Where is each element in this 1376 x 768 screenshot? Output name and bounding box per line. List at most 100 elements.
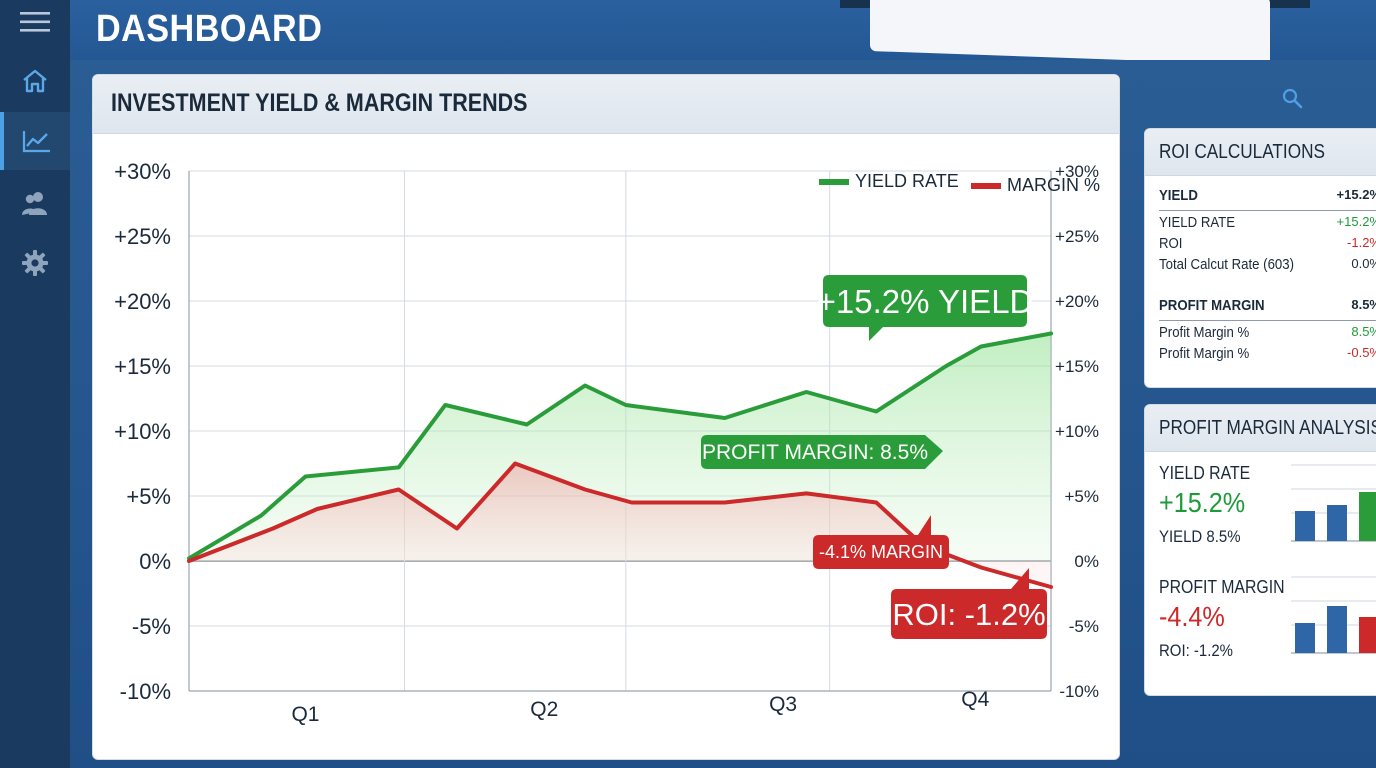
search-icon	[1282, 88, 1303, 109]
yield-rate-value: +15.2%	[1159, 487, 1246, 518]
profit-margin-summary-row: PROFIT MARGIN 8.5%	[1159, 297, 1376, 317]
margin-callout-text: -4.1% MARGIN	[819, 542, 943, 562]
roi-row: ROI -1.2%	[1159, 235, 1376, 255]
mini-bar	[1359, 492, 1376, 541]
investment-trends-panel: INVESTMENT YIELD & MARGIN TRENDS +30% +25…	[92, 74, 1120, 760]
yield-rate-row: YIELD RATE +15.2%	[1159, 214, 1376, 234]
x-tick-label: Q1	[291, 703, 319, 726]
roi-panel-header: ROI CALCULATIONS	[1145, 129, 1376, 176]
margin-callout: -4.1% MARGIN	[813, 515, 949, 569]
y-tick-label-right: +15%	[1055, 357, 1099, 376]
mini-bar	[1295, 623, 1315, 653]
search-button[interactable]	[1282, 88, 1304, 115]
x-tick-label: Q4	[961, 688, 989, 711]
roi-callout-text: ROI: -1.2%	[892, 597, 1045, 632]
y-tick-label-left: +30%	[114, 159, 171, 184]
sidebar-item-analytics[interactable]	[0, 112, 70, 170]
y-tick-label-left: +5%	[126, 484, 171, 509]
row-label: Profit Margin %	[1159, 345, 1250, 362]
yield-callout-text: +15.2% YIELD	[817, 283, 1034, 320]
row-value: 0.0%	[1351, 256, 1376, 271]
roi-sub-value: ROI: -1.2%	[1159, 641, 1234, 660]
mini-bar	[1359, 617, 1376, 653]
y-tick-label-left: +25%	[114, 224, 171, 249]
yield-summary-label: YIELD	[1159, 187, 1198, 204]
mini-bar	[1327, 606, 1347, 653]
profit-margin-row: Profit Margin % -0.5%	[1159, 345, 1376, 365]
row-label: YIELD RATE	[1159, 214, 1236, 231]
row-value: 8.5%	[1351, 324, 1376, 339]
margin-mini-bar-chart	[1291, 576, 1376, 654]
panel-header: INVESTMENT YIELD & MARGIN TRENDS	[93, 75, 1119, 134]
y-axis-left: +30% +25% +20% +15% +10% +5% 0% -5% -10%	[114, 159, 171, 704]
legend-label: YIELD RATE	[855, 171, 959, 191]
roi-calculations-panel: ROI CALCULATIONS YIELD +15.2% YIELD RATE…	[1144, 128, 1376, 388]
profit-margin-label: PROFIT MARGIN	[1159, 577, 1285, 597]
trend-chart[interactable]: +30% +25% +20% +15% +10% +5% 0% -5% -10% +30% +25…	[93, 75, 1119, 759]
profit-margin-callout: PROFIT MARGIN: 8.5%	[701, 435, 943, 469]
y-tick-label-left: -10%	[120, 679, 171, 704]
profit-margin-row: Profit Margin % 8.5%	[1159, 324, 1376, 344]
sidebar-item-settings[interactable]	[0, 234, 70, 292]
y-tick-label-right: +5%	[1065, 487, 1100, 506]
panel-title: INVESTMENT YIELD & MARGIN TRENDS	[111, 89, 528, 117]
x-tick-label: Q2	[530, 698, 558, 721]
legend-swatch	[819, 179, 849, 185]
yield-callout: +15.2% YIELD	[817, 275, 1034, 341]
home-icon	[23, 69, 47, 93]
yield-summary-value: +15.2%	[1336, 187, 1376, 202]
divider	[1159, 210, 1376, 211]
yield-rate-label: YIELD RATE	[1159, 463, 1251, 483]
row-label: Total Calcut Rate (603)	[1159, 256, 1294, 273]
divider	[1159, 320, 1376, 321]
y-tick-label-right: +30%	[1055, 162, 1099, 181]
profit-margin-summary-value: 8.5%	[1351, 297, 1376, 312]
series-line	[187, 331, 1053, 561]
profit-margin-value: -4.4%	[1159, 601, 1225, 632]
page-title: DASHBOARD	[96, 8, 323, 50]
row-label: Profit Margin %	[1159, 324, 1250, 341]
users-icon	[22, 192, 47, 215]
sidebar-item-users[interactable]	[0, 174, 70, 232]
legend-label: MARGIN %	[1007, 175, 1100, 195]
y-tick-label-right: -5%	[1069, 617, 1099, 636]
profit-margin-summary-label: PROFIT MARGIN	[1159, 297, 1265, 314]
roi-callout: ROI: -1.2%	[891, 568, 1047, 639]
y-tick-label-right: +25%	[1055, 227, 1099, 246]
y-tick-label-right: +10%	[1055, 422, 1099, 441]
chart-legend: YIELD RATE MARGIN %	[819, 171, 1100, 195]
menu-button[interactable]	[0, 0, 70, 44]
x-axis: Q1 Q2 Q3 Q4	[291, 688, 989, 726]
y-axis-right: +30% +25% +20% +15% +10% +5% 0% -5% -10%	[1055, 162, 1099, 701]
menu-icon	[20, 12, 50, 32]
profit-margin-analysis-panel: PROFIT MARGIN ANALYSIS YIELD RATE +15.2%…	[1144, 404, 1376, 696]
chart-icon	[22, 131, 50, 153]
y-tick-label-left: +10%	[114, 419, 171, 444]
sidebar-item-home[interactable]	[0, 52, 70, 110]
profit-margin-callout-text: PROFIT MARGIN: 8.5%	[702, 441, 928, 464]
y-tick-label-right: 0%	[1074, 552, 1099, 571]
row-value: -1.2%	[1347, 235, 1376, 250]
yield-sub-value: YIELD 8.5%	[1159, 527, 1241, 546]
total-calc-rate-row: Total Calcut Rate (603) 0.0%	[1159, 256, 1376, 276]
yield-summary-row: YIELD +15.2%	[1159, 187, 1376, 207]
mini-bar	[1295, 511, 1315, 541]
pm-panel-title: PROFIT MARGIN ANALYSIS	[1159, 417, 1376, 439]
y-tick-label-left: +15%	[114, 354, 171, 379]
yield-mini-bar-chart	[1291, 464, 1376, 542]
y-tick-label-right: -10%	[1059, 682, 1099, 701]
y-tick-label-left: +20%	[114, 289, 171, 314]
y-tick-label-left: -5%	[132, 614, 171, 639]
row-value: -0.5%	[1347, 345, 1376, 360]
row-label: ROI	[1159, 235, 1183, 252]
gear-icon	[22, 250, 48, 276]
pm-panel-header: PROFIT MARGIN ANALYSIS	[1145, 405, 1376, 452]
y-tick-label-right: +20%	[1055, 292, 1099, 311]
roi-panel-title: ROI CALCULATIONS	[1159, 141, 1325, 163]
y-tick-label-left: 0%	[139, 549, 171, 574]
legend-swatch	[971, 183, 1001, 189]
mini-bar	[1327, 505, 1347, 541]
row-value: +15.2%	[1336, 214, 1376, 229]
sidebar	[0, 0, 70, 768]
